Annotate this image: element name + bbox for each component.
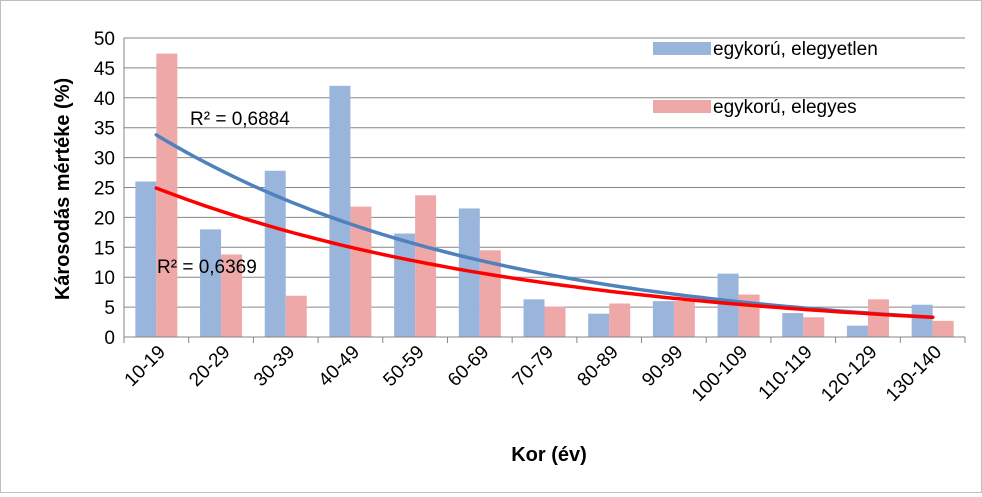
y-tick-label: 5 [104, 298, 115, 319]
trendline-elegyes [154, 186, 935, 320]
bar-elegyetlen [911, 304, 933, 337]
bar-elegyetlen [782, 313, 804, 337]
bar-elegyetlen [329, 85, 351, 337]
bar-elegyes [415, 195, 437, 337]
x-tick-label: 100-109 [688, 342, 752, 406]
x-tick-label: 80-89 [574, 342, 623, 391]
bar-elegyes [350, 206, 372, 337]
x-tick-label: 40-49 [315, 342, 364, 391]
y-tick-label: 10 [94, 268, 115, 289]
y-tick-label: 45 [94, 59, 115, 80]
bar-elegyes [803, 317, 825, 337]
y-tick-label: 30 [94, 149, 115, 170]
bar-elegyes [156, 53, 178, 337]
x-tick-label: 130-140 [882, 342, 946, 406]
legend-swatch-elegyetlen [653, 42, 711, 55]
bar-elegyetlen [652, 301, 674, 337]
y-tick-label: 25 [94, 179, 115, 200]
bar-elegyes [609, 303, 631, 337]
bars [135, 53, 954, 337]
bar-elegyetlen [200, 229, 222, 337]
y-tick-label: 50 [94, 29, 115, 50]
y-tick-label: 40 [94, 89, 115, 110]
x-tick-label: 110-119 [755, 342, 817, 404]
bar-elegyetlen [717, 273, 739, 337]
bar-elegyes [673, 301, 695, 337]
bar-elegyes [544, 306, 566, 337]
x-tick-labels: 10-19 20-29 30-39 40-49 50-59 60-69 70-79 80-89… [121, 342, 947, 406]
x-tick-label: 10-19 [121, 342, 170, 391]
bar-elegyetlen [135, 181, 157, 337]
bar-elegyes [867, 299, 889, 337]
y-tick-labels: 0 5 10 15 20 25 30 35 40 45 50 [94, 29, 115, 349]
x-axis-title: Kor (év) [511, 444, 587, 466]
x-tick-label: 50-59 [379, 342, 428, 391]
x-tick-label: 70-79 [509, 342, 558, 391]
y-tick-label: 15 [94, 238, 115, 259]
gridlines [124, 37, 965, 308]
axes [123, 38, 966, 343]
bar-elegyetlen [588, 313, 610, 337]
trendline-r2-label-elegyes: R² = 0,6369 [157, 257, 257, 278]
bar-elegyetlen [394, 233, 416, 337]
trendlines [154, 133, 935, 320]
legend: egykorú, elegyetlen egykorú, elegyes [653, 39, 878, 118]
bar-elegyes [285, 295, 307, 337]
legend-label-elegyetlen: egykorú, elegyetlen [713, 39, 878, 60]
x-tick-label: 120-129 [817, 342, 881, 406]
x-tick-label: 20-29 [185, 342, 234, 391]
bar-elegyetlen [523, 299, 545, 337]
bar-elegyetlen [846, 325, 868, 337]
y-tick-label: 0 [104, 328, 115, 349]
y-tick-label: 35 [94, 119, 115, 140]
y-axis-title: Károsodás mértéke (%) [52, 78, 74, 300]
x-tick-label: 60-69 [444, 342, 493, 391]
bar-elegyes [932, 320, 954, 337]
legend-swatch-elegyes [653, 100, 711, 113]
trendline-r2-label-elegyetlen: R² = 0,6884 [190, 109, 290, 130]
x-tick-label: 30-39 [250, 342, 299, 391]
bar-elegyetlen [264, 170, 286, 337]
bar-elegyes [221, 254, 243, 337]
y-tick-label: 20 [94, 208, 115, 229]
legend-label-elegyes: egykorú, elegyes [713, 97, 857, 118]
x-tick-label: 90-99 [638, 342, 687, 391]
